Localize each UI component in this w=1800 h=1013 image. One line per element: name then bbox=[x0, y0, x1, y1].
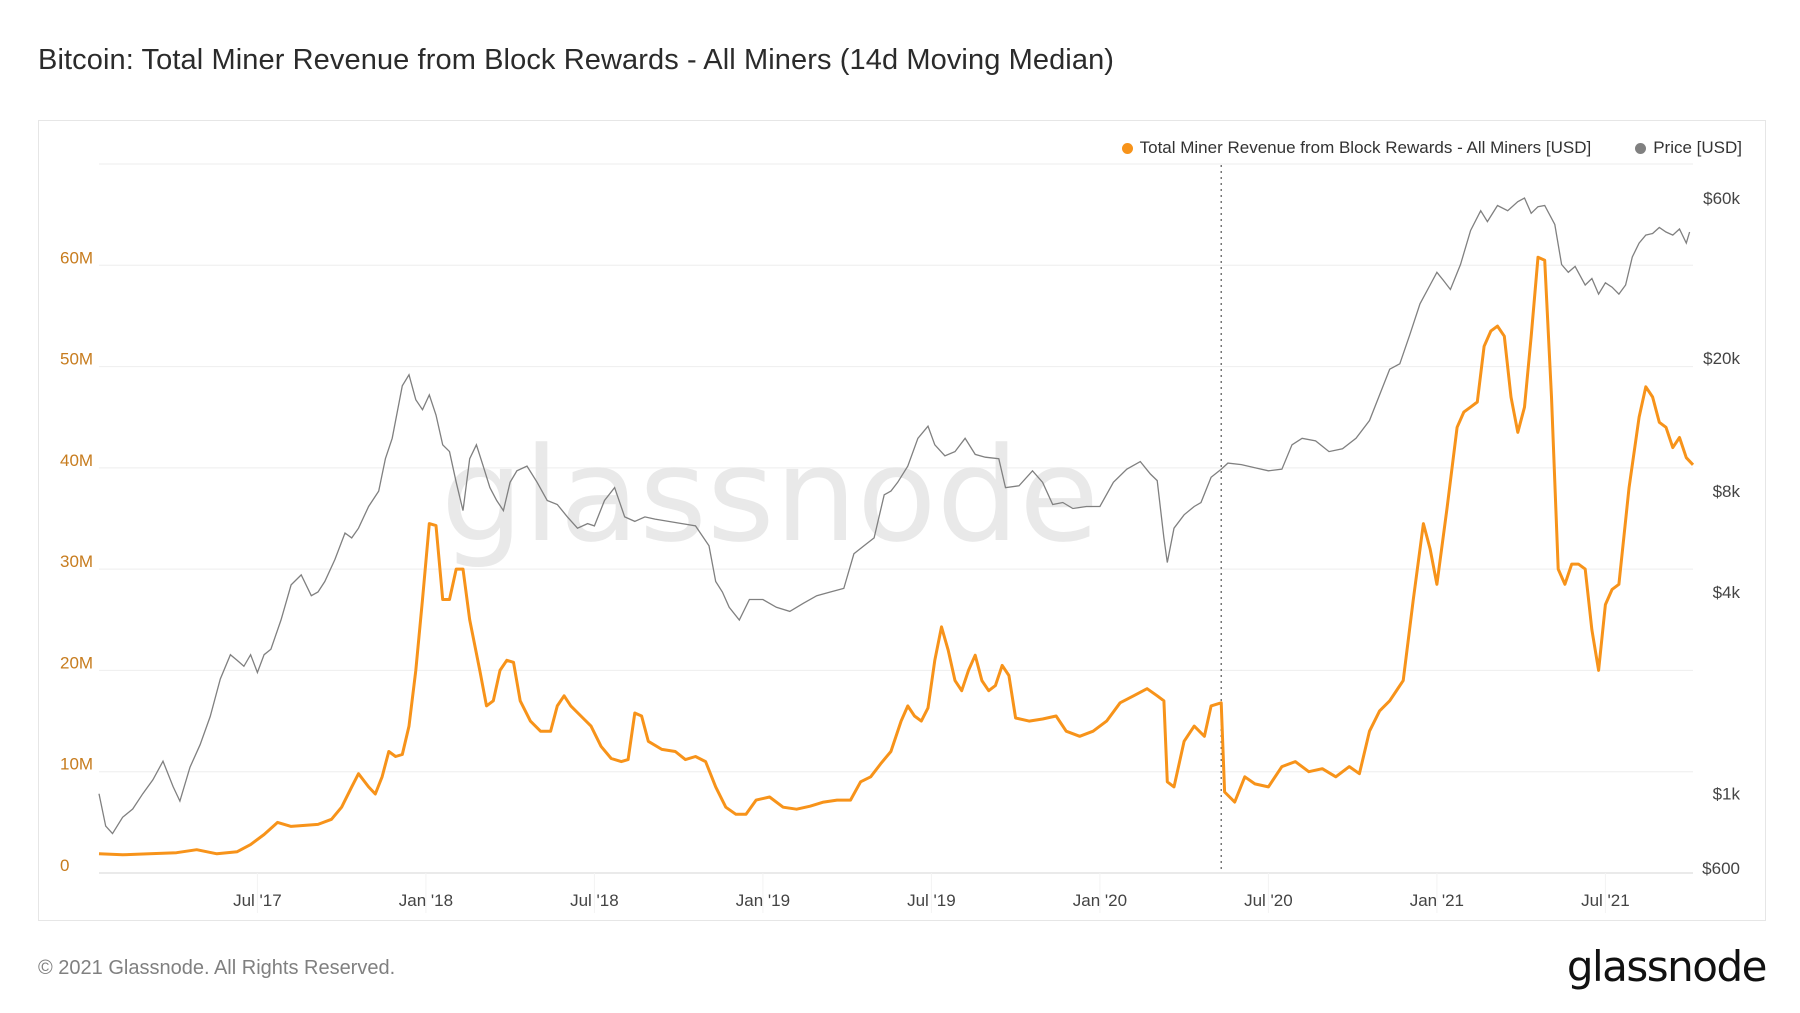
legend-label-revenue: Total Miner Revenue from Block Rewards -… bbox=[1139, 138, 1592, 157]
legend: Total Miner Revenue from Block Rewards -… bbox=[1121, 138, 1742, 158]
chart-title: Bitcoin: Total Miner Revenue from Block … bbox=[38, 44, 1115, 76]
x-tick-label: Jul '20 bbox=[1244, 891, 1293, 910]
x-tick-label: Jan '21 bbox=[1410, 891, 1464, 910]
right-tick-label: $600 bbox=[1702, 859, 1740, 878]
x-tick-label: Jan '18 bbox=[399, 891, 453, 910]
x-axis: Jul '17 Jan '18 Jul '18 Jan '19 Jul '19 Jan '… bbox=[233, 873, 1630, 913]
revenue-series-line bbox=[98, 255, 1695, 857]
legend-item-revenue[interactable]: Total Miner Revenue from Block Rewards -… bbox=[1121, 138, 1592, 158]
x-tick-label: Jul '21 bbox=[1581, 891, 1630, 910]
gridlines bbox=[99, 163, 1693, 874]
copyright: © 2021 Glassnode. All Rights Reserved. bbox=[38, 957, 396, 979]
left-tick-label: 20M bbox=[60, 653, 93, 672]
left-tick-label: 40M bbox=[60, 451, 93, 470]
right-tick-label: $1k bbox=[1713, 785, 1741, 804]
left-tick-label: 30M bbox=[60, 552, 93, 571]
left-tick-label: 50M bbox=[60, 350, 93, 369]
glassnode-logo[interactable]: glassnode bbox=[1566, 942, 1768, 991]
chart-panel bbox=[38, 120, 1766, 921]
left-tick-label: 0 bbox=[60, 856, 69, 875]
right-tick-label: $8k bbox=[1713, 482, 1741, 501]
left-axis: 0 10M 20M 30M 40M 50M 60M bbox=[60, 248, 93, 875]
left-tick-label: 10M bbox=[60, 755, 93, 774]
revenue-dot-icon bbox=[1121, 142, 1133, 154]
legend-label-price: Price [USD] bbox=[1653, 138, 1742, 157]
price-series-line bbox=[98, 197, 1691, 835]
x-tick-label: Jul '17 bbox=[233, 891, 282, 910]
right-axis: $60k $20k $8k $4k $1k $600 bbox=[1702, 189, 1740, 878]
x-tick-label: Jul '19 bbox=[907, 891, 956, 910]
legend-item-price[interactable]: Price [USD] bbox=[1635, 138, 1742, 158]
watermark: glassnode bbox=[441, 419, 1099, 571]
x-tick-label: Jan '20 bbox=[1073, 891, 1127, 910]
right-tick-label: $4k bbox=[1713, 583, 1741, 602]
x-tick-label: Jan '19 bbox=[736, 891, 790, 910]
price-dot-icon bbox=[1635, 142, 1647, 154]
left-tick-label: 60M bbox=[60, 248, 93, 267]
right-tick-label: $20k bbox=[1703, 349, 1740, 368]
right-tick-label: $60k bbox=[1703, 189, 1740, 208]
x-tick-label: Jul '18 bbox=[570, 891, 619, 910]
